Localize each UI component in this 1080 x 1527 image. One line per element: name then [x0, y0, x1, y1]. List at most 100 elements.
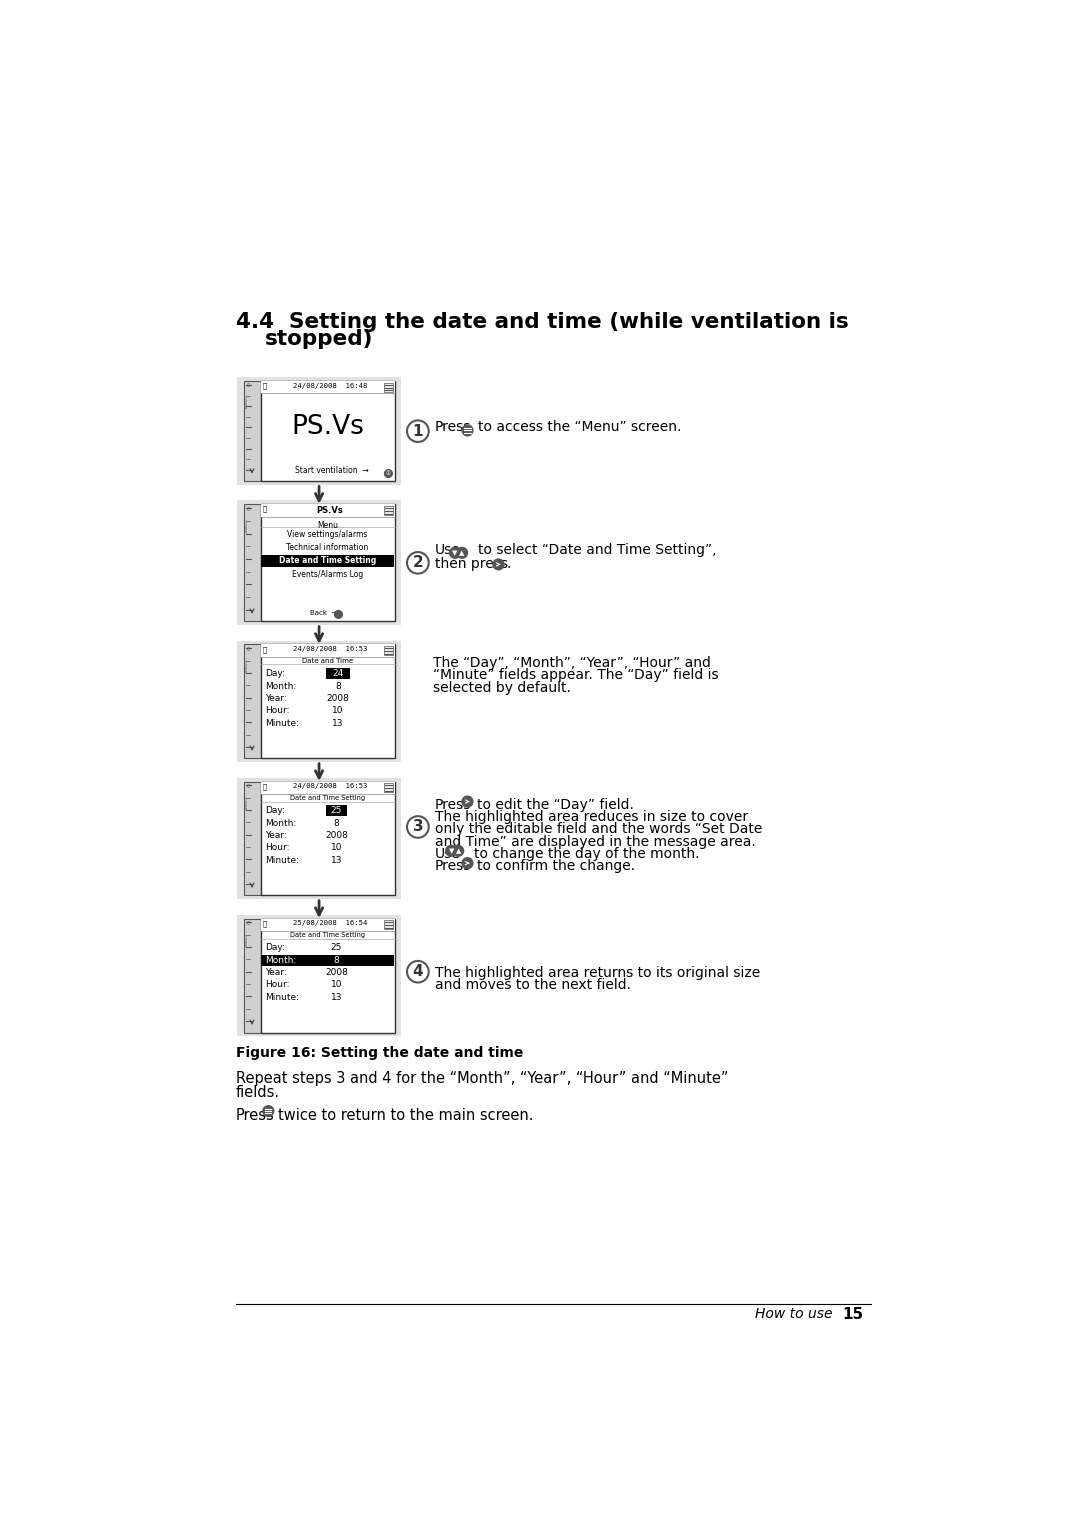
- Text: Minute:: Minute:: [266, 719, 299, 727]
- Text: Date and Time Setting: Date and Time Setting: [291, 933, 365, 939]
- Text: 3: 3: [413, 820, 423, 834]
- Text: Date and Time Setting: Date and Time Setting: [291, 796, 365, 802]
- Text: 0: 0: [246, 783, 249, 789]
- Text: Year:: Year:: [266, 693, 287, 702]
- Bar: [238, 641, 401, 762]
- Text: to confirm the change.: to confirm the change.: [476, 860, 635, 873]
- Bar: [383, 646, 393, 655]
- Bar: [243, 382, 260, 481]
- Text: Repeat steps 3 and 4 for the “Month”, “Year”, “Hour” and “Minute”: Repeat steps 3 and 4 for the “Month”, “Y…: [235, 1070, 728, 1086]
- Text: Day:: Day:: [266, 806, 285, 815]
- Text: 0: 0: [246, 921, 249, 925]
- Text: 🔒: 🔒: [262, 383, 267, 389]
- Text: Minute:: Minute:: [266, 855, 299, 864]
- Text: 🔒: 🔒: [262, 783, 267, 789]
- Text: How to use: How to use: [755, 1307, 833, 1321]
- Text: Minute:: Minute:: [266, 993, 299, 1002]
- Text: cmH₂O: cmH₂O: [245, 796, 249, 809]
- Text: 8: 8: [335, 681, 341, 690]
- Text: Day:: Day:: [266, 944, 285, 953]
- Text: 10: 10: [330, 980, 342, 989]
- Text: Menu: Menu: [318, 521, 338, 530]
- Text: 24/08/2008  16:53: 24/08/2008 16:53: [293, 783, 367, 789]
- Circle shape: [384, 470, 392, 478]
- Text: Back  →: Back →: [310, 609, 337, 615]
- Text: then press: then press: [435, 557, 508, 571]
- Bar: [383, 921, 393, 930]
- Text: 🔒: 🔒: [262, 505, 267, 513]
- Bar: [261, 556, 394, 568]
- Circle shape: [407, 420, 429, 441]
- Text: 8: 8: [334, 818, 339, 828]
- Text: Month:: Month:: [266, 956, 296, 965]
- Text: .: .: [507, 557, 511, 571]
- Text: 4.4  Setting the date and time (while ventilation is: 4.4 Setting the date and time (while ven…: [235, 312, 849, 331]
- Bar: [383, 783, 393, 793]
- Text: 🔒: 🔒: [262, 921, 267, 927]
- Text: Use: Use: [435, 847, 461, 861]
- Text: Start ventilation  →: Start ventilation →: [295, 466, 368, 475]
- Text: View settings/alarms: View settings/alarms: [287, 530, 368, 539]
- Circle shape: [494, 559, 504, 570]
- Circle shape: [462, 796, 473, 806]
- Text: Press: Press: [435, 797, 471, 812]
- Text: PS.Vs: PS.Vs: [292, 414, 364, 440]
- Text: PS.Vs: PS.Vs: [316, 505, 343, 515]
- Circle shape: [407, 553, 429, 574]
- Text: 4: 4: [413, 964, 423, 979]
- Text: 0: 0: [246, 383, 249, 388]
- Text: Hour:: Hour:: [266, 980, 289, 989]
- Text: and Time” are displayed in the message area.: and Time” are displayed in the message a…: [435, 835, 756, 849]
- Bar: [238, 915, 401, 1037]
- Text: 24/08/2008  16:53: 24/08/2008 16:53: [293, 646, 367, 652]
- Text: Day:: Day:: [266, 669, 285, 678]
- Text: Events/Alarms Log: Events/Alarms Log: [292, 570, 363, 579]
- Circle shape: [462, 858, 473, 869]
- Text: ▼: ▼: [448, 847, 454, 854]
- Circle shape: [446, 846, 457, 857]
- Text: cmH₂O: cmH₂O: [245, 518, 249, 531]
- Text: stopped): stopped): [266, 328, 374, 348]
- Text: 2008: 2008: [326, 693, 350, 702]
- Text: The “Day”, “Month”, “Year”, “Hour” and: The “Day”, “Month”, “Year”, “Hour” and: [433, 657, 712, 670]
- Text: twice to return to the main screen.: twice to return to the main screen.: [279, 1109, 534, 1122]
- Bar: [383, 505, 393, 515]
- Text: 25: 25: [330, 944, 342, 953]
- Text: 13: 13: [330, 993, 342, 1002]
- Circle shape: [462, 425, 473, 435]
- Text: Month:: Month:: [266, 681, 296, 690]
- Bar: [260, 382, 394, 481]
- Text: selected by default.: selected by default.: [433, 681, 571, 695]
- Bar: [260, 919, 394, 931]
- Bar: [383, 383, 393, 392]
- Text: Date and Time Setting: Date and Time Setting: [279, 556, 376, 565]
- Text: only the editable field and the words “Set Date: only the editable field and the words “S…: [435, 823, 762, 837]
- Circle shape: [335, 611, 342, 618]
- Text: Month:: Month:: [266, 818, 296, 828]
- Text: The highlighted area reduces in size to cover: The highlighted area reduces in size to …: [435, 809, 748, 825]
- Bar: [260, 644, 394, 657]
- Text: 🔒: 🔒: [262, 646, 267, 652]
- Bar: [260, 919, 394, 1032]
- Text: Date and Time: Date and Time: [302, 658, 353, 664]
- Text: 10: 10: [333, 705, 343, 715]
- Circle shape: [407, 815, 429, 838]
- Text: 1: 1: [413, 423, 423, 438]
- Text: 0: 0: [246, 647, 249, 652]
- Text: 24: 24: [333, 669, 343, 678]
- Text: ▲: ▲: [459, 550, 464, 556]
- Text: 15: 15: [842, 1307, 864, 1322]
- Text: 10: 10: [330, 843, 342, 852]
- Text: 24/08/2008  16:48: 24/08/2008 16:48: [293, 383, 367, 389]
- Text: ①: ①: [386, 470, 391, 476]
- Bar: [243, 504, 260, 621]
- Text: Year:: Year:: [266, 831, 287, 840]
- Bar: [326, 805, 348, 815]
- Text: Hour:: Hour:: [266, 705, 289, 715]
- Text: ▲: ▲: [456, 847, 461, 854]
- Text: Press: Press: [435, 420, 471, 434]
- Text: The highlighted area returns to its original size: The highlighted area returns to its orig…: [435, 965, 760, 979]
- Text: 13: 13: [333, 719, 343, 727]
- Bar: [260, 782, 394, 794]
- Bar: [243, 919, 260, 1032]
